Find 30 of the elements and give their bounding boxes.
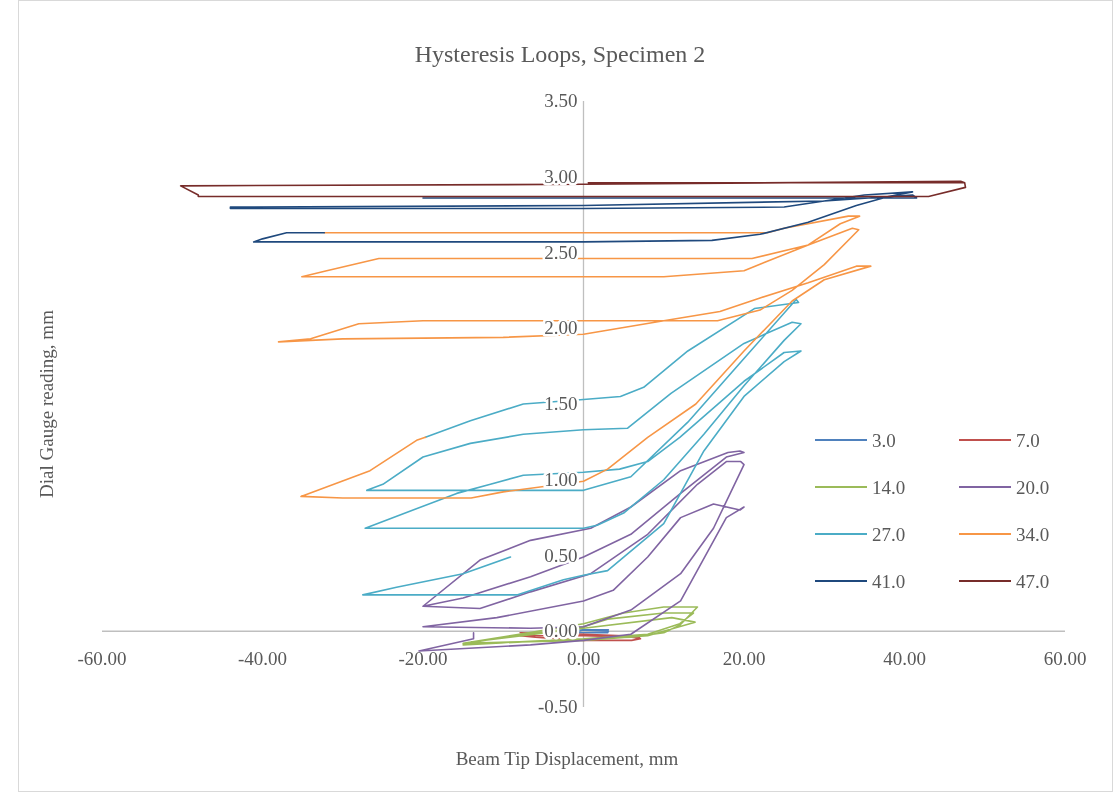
x-tick-label: 60.00	[1043, 648, 1087, 670]
y-tick-label: 2.50	[544, 241, 578, 263]
y-tick-label: 3.50	[544, 90, 578, 111]
line-series	[362, 298, 802, 596]
x-tick-label: 0.00	[566, 648, 601, 670]
legend-label: 3.0	[872, 430, 896, 451]
legend-label: 14.0	[872, 477, 906, 498]
legend-label: 27.0	[872, 524, 906, 545]
x-tick-label: 20.00	[722, 648, 766, 670]
y-tick-label: 0.50	[544, 544, 578, 566]
legend-label: 34.0	[1016, 524, 1050, 545]
y-axis-title: Dial Gauge reading, mm	[36, 309, 57, 498]
legend-label: 41.0	[872, 571, 906, 592]
line-series	[229, 191, 918, 243]
line-series	[277, 215, 872, 499]
x-axis-title: Beam Tip Displacement, mm	[455, 748, 679, 769]
y-tick-label: 0.00	[544, 620, 578, 642]
chart-title: Hysteresis Loops, Specimen 2	[414, 41, 706, 67]
legend-label: 20.0	[1016, 477, 1050, 498]
y-tick-label: -0.50	[537, 696, 578, 717]
legend-label: 47.0	[1016, 571, 1050, 592]
line-series	[418, 450, 745, 652]
y-tick-label: 3.00	[544, 165, 578, 187]
legend-label: 7.0	[1016, 430, 1040, 451]
x-tick-label: -60.00	[77, 648, 127, 670]
x-tick-label: -20.00	[398, 648, 448, 670]
y-tick-label: 2.00	[544, 317, 578, 339]
x-tick-label: -40.00	[237, 648, 288, 670]
line-series	[462, 606, 699, 646]
x-tick-label: 40.00	[883, 648, 926, 670]
